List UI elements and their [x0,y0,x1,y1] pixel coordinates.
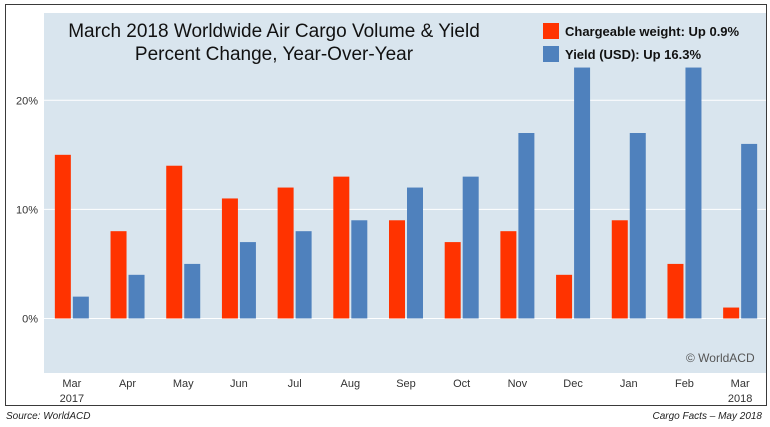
y-tick-label: 20% [16,95,38,107]
bar-chargeable-weight [277,187,294,319]
bar-yield [239,242,256,319]
bar-chargeable-weight [389,220,405,319]
bar-chargeable-weight [667,263,684,319]
bar-yield [295,231,312,319]
bar-chargeable-weight [723,307,740,319]
bar-yield [741,143,758,319]
bar-chargeable-weight [110,231,127,319]
x-tick-label: Jan [620,378,638,390]
bar-yield [72,296,89,319]
y-tick-label: 0% [22,313,38,325]
bar-yield [685,67,702,319]
bar-yield [351,220,368,319]
x-tick-label: Sep [396,378,416,390]
source-note: Source: WorldACD [6,411,91,422]
x-year-label: 2018 [728,393,752,405]
legend-swatch-yield [543,46,559,62]
bar-yield [574,67,591,319]
bar-chargeable-weight [333,176,350,319]
bar-chargeable-weight [221,198,238,319]
bar-chargeable-weight [500,231,517,319]
bar-yield [128,274,145,319]
chart-title-line: March 2018 Worldwide Air Cargo Volume & … [68,21,480,42]
credit-note: Cargo Facts – May 2018 [652,411,763,422]
chart-svg: 0% 10% 20% Mar Apr May Jun Jul Aug Sep Oct Nov Dec Ja… [16,13,766,405]
x-tick-label: Apr [119,378,136,390]
watermark-text: © WorldACD [686,351,755,365]
chart-frame: 0% 10% 20% Mar Apr May Jun Jul Aug Sep Oct Nov Dec Ja… [5,4,767,406]
bar-chargeable-weight [611,220,628,319]
bar-yield [407,187,423,319]
bar-chargeable-weight [444,242,461,319]
x-tick-label: Oct [453,378,470,390]
x-tick-label: Nov [508,378,528,390]
x-tick-label: Jul [288,378,302,390]
x-tick-label: Jun [230,378,248,390]
x-tick-label: Mar [62,378,81,390]
x-tick-label: Feb [675,378,694,390]
bar-yield [518,133,535,319]
chart-title-line: Percent Change, Year-Over-Year [135,44,414,65]
legend-label: Chargeable weight: Up 0.9% [565,24,740,39]
x-tick-label: Mar [731,378,750,390]
x-tick-label: Aug [341,378,361,390]
bar-yield [184,263,201,319]
plot-area [44,13,766,373]
bar-chargeable-weight [166,165,183,319]
x-tick-label: May [173,378,194,390]
legend-swatch-chargeable-weight [543,23,559,39]
bar-chargeable-weight [556,274,573,319]
x-tick-label: Dec [563,378,583,390]
bar-chargeable-weight [54,154,71,319]
legend-label: Yield (USD): Up 16.3% [565,47,701,62]
x-year-label: 2017 [60,393,84,405]
bar-yield [462,176,479,319]
y-tick-label: 10% [16,204,38,216]
bar-yield [629,133,646,319]
